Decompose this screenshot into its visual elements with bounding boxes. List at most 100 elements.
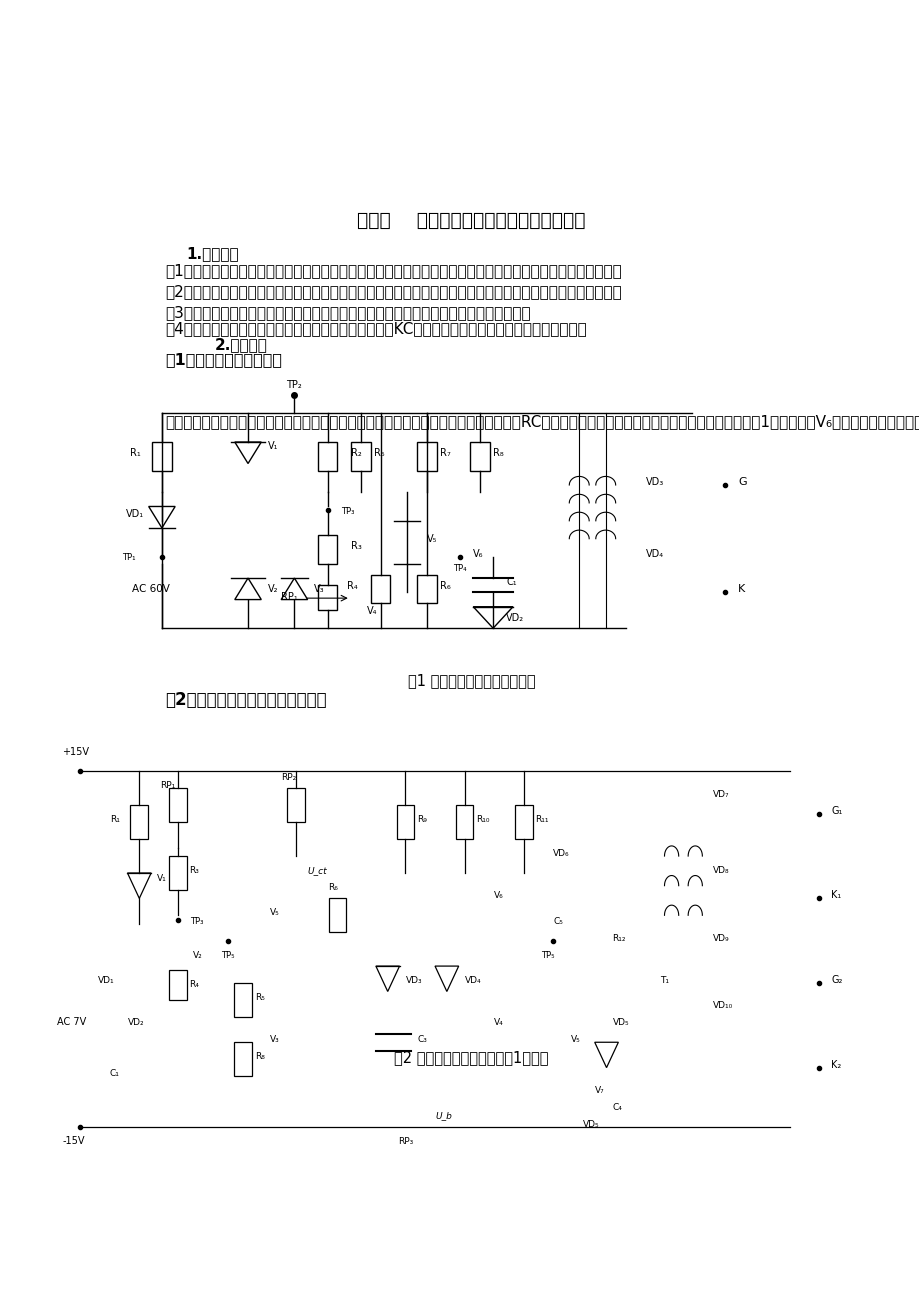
Text: C₁: C₁ (109, 1069, 119, 1078)
Text: AC 60V: AC 60V (132, 585, 170, 595)
Text: G: G (737, 477, 746, 487)
Text: VD₃: VD₃ (645, 477, 663, 487)
Text: VD₃: VD₃ (405, 976, 422, 986)
Text: U_b: U_b (435, 1112, 451, 1121)
Text: G₂: G₂ (831, 975, 842, 986)
Text: RP₁: RP₁ (281, 591, 298, 602)
Text: R₉: R₉ (417, 815, 426, 824)
Text: TP₃: TP₃ (340, 506, 354, 516)
Text: R₁: R₁ (109, 815, 119, 824)
FancyBboxPatch shape (396, 805, 414, 840)
FancyBboxPatch shape (152, 443, 172, 471)
Text: C₅: C₅ (552, 917, 562, 926)
Text: V₇: V₇ (594, 1086, 604, 1095)
Text: VD₁: VD₁ (126, 509, 144, 519)
FancyBboxPatch shape (370, 574, 390, 603)
Polygon shape (435, 966, 459, 992)
Text: V₆: V₆ (494, 892, 504, 901)
Text: R₁₂: R₁₂ (612, 934, 625, 943)
Polygon shape (149, 506, 175, 529)
FancyBboxPatch shape (416, 574, 437, 603)
Text: VD₄: VD₄ (645, 548, 663, 559)
Text: R₃: R₃ (350, 542, 361, 552)
FancyBboxPatch shape (350, 443, 370, 471)
Text: （1）熟悉单结晶体管触发电路的工作原理及电路中各元件的作用，掌握单结晶体管触发电路的调试步骤和方法。: （1）熟悉单结晶体管触发电路的工作原理及电路中各元件的作用，掌握单结晶体管触发电… (165, 263, 621, 279)
Text: -15V: -15V (62, 1135, 85, 1146)
Text: V₁: V₁ (157, 875, 166, 884)
Text: V₃: V₃ (269, 1035, 278, 1044)
Text: TP₄: TP₄ (453, 564, 466, 573)
Polygon shape (472, 607, 513, 629)
Text: V₃: V₃ (314, 585, 324, 595)
FancyBboxPatch shape (455, 805, 473, 840)
Text: R₈: R₈ (255, 1052, 265, 1061)
Text: R₁: R₁ (130, 448, 141, 458)
Text: R₆: R₆ (328, 883, 338, 892)
FancyBboxPatch shape (233, 983, 252, 1017)
Text: RP₂: RP₂ (281, 773, 296, 783)
Text: VD₅: VD₅ (612, 1018, 629, 1027)
Text: VD₇: VD₇ (712, 790, 729, 799)
Text: R₄: R₄ (347, 581, 357, 591)
Text: R₈: R₈ (493, 448, 504, 458)
Polygon shape (128, 872, 151, 898)
Text: R₇: R₇ (439, 448, 450, 458)
Text: （4）加深理解三相桥式全控整流电路的工作原理，了解KC系列集成触发器的调整方法和各点的波形。: （4）加深理解三相桥式全控整流电路的工作原理，了解KC系列集成触发器的调整方法和… (165, 320, 586, 336)
Text: R₅: R₅ (373, 448, 384, 458)
Text: TP₅: TP₅ (540, 950, 553, 960)
Text: TP₁: TP₁ (122, 553, 135, 562)
Text: VD₄: VD₄ (464, 976, 481, 986)
Text: 图1 单结晶体管触发电路原理图: 图1 单结晶体管触发电路原理图 (407, 673, 535, 689)
FancyBboxPatch shape (416, 443, 437, 471)
Text: R₁₀: R₁₀ (476, 815, 490, 824)
Polygon shape (594, 1042, 618, 1068)
Text: （3）加深理解单相桥式全控整流电路的工作原理，研究单相桥式变流电路整流的全过程。: （3）加深理解单相桥式全控整流电路的工作原理，研究单相桥式变流电路整流的全过程。 (165, 306, 530, 320)
Text: V₁: V₁ (267, 441, 278, 452)
Text: VD₈: VD₈ (712, 866, 729, 875)
Text: （2）锯齿波同步移相触发电路原理: （2）锯齿波同步移相触发电路原理 (165, 690, 326, 708)
Polygon shape (376, 966, 399, 992)
Text: T₁: T₁ (659, 976, 668, 986)
Text: C₃: C₃ (417, 1035, 426, 1044)
Text: VD₁₀: VD₁₀ (712, 1001, 732, 1010)
Text: 2.预习要求: 2.预习要求 (215, 337, 267, 352)
Text: VD₉: VD₉ (712, 934, 729, 943)
FancyBboxPatch shape (317, 586, 337, 611)
Text: TP₃: TP₃ (189, 917, 203, 926)
Text: C₁: C₁ (505, 577, 516, 587)
Text: VD₅: VD₅ (583, 1120, 599, 1129)
Text: VD₁: VD₁ (97, 976, 114, 986)
Text: 图2 锯齿波同步移相触发电路1原理图: 图2 锯齿波同步移相触发电路1原理图 (394, 1051, 548, 1065)
Text: R₆: R₆ (439, 581, 450, 591)
Text: V₄: V₄ (494, 1018, 504, 1027)
Text: V₂: V₂ (192, 950, 202, 960)
Text: AC 7V: AC 7V (56, 1017, 85, 1027)
Text: VD₂: VD₂ (128, 1018, 144, 1027)
FancyBboxPatch shape (169, 970, 187, 1000)
Text: VD₆: VD₆ (552, 849, 569, 858)
FancyBboxPatch shape (169, 788, 187, 823)
Text: R₅: R₅ (255, 993, 265, 1003)
FancyBboxPatch shape (233, 1042, 252, 1075)
Text: K: K (737, 585, 744, 595)
Text: R₁₁: R₁₁ (535, 815, 549, 824)
Text: TP₂: TP₂ (286, 380, 302, 391)
Text: R₂: R₂ (350, 448, 361, 458)
FancyBboxPatch shape (130, 805, 148, 840)
Text: （2）加深理解锯齿波同步移相触发电路的工作原理及各元件的作用，掌握锯齿波同步移相触发电路的调试方法。: （2）加深理解锯齿波同步移相触发电路的工作原理及各元件的作用，掌握锯齿波同步移相… (165, 285, 621, 299)
Text: K₁: K₁ (831, 891, 841, 901)
Text: RP₁: RP₁ (160, 781, 176, 790)
FancyBboxPatch shape (515, 805, 532, 840)
Text: V₂: V₂ (267, 585, 278, 595)
Text: V₅: V₅ (269, 909, 278, 918)
Text: （1）单结晶体管触发电路: （1）单结晶体管触发电路 (165, 352, 281, 367)
Text: V₅: V₅ (426, 534, 437, 544)
FancyBboxPatch shape (169, 857, 187, 891)
Text: K₂: K₂ (831, 1060, 841, 1070)
Text: VD₂: VD₂ (505, 613, 524, 624)
Polygon shape (234, 443, 261, 464)
Text: RP₃: RP₃ (397, 1137, 413, 1146)
Text: G₁: G₁ (831, 806, 842, 816)
Polygon shape (281, 578, 307, 599)
FancyBboxPatch shape (317, 443, 337, 471)
